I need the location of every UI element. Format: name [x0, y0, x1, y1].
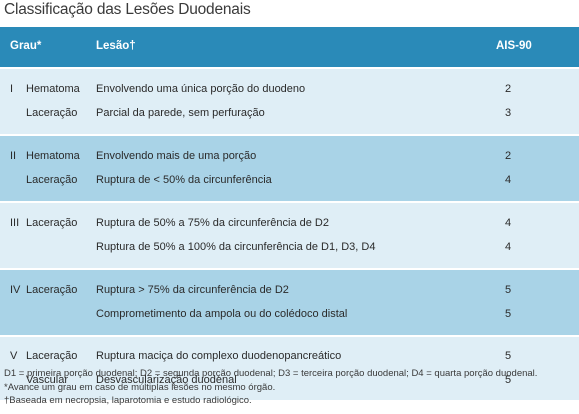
ais-score: 5: [505, 374, 512, 386]
injury-description: Ruptura de 50% a 75% da circunferência d…: [96, 217, 329, 229]
ais-score: 4: [505, 241, 512, 253]
footnote: †Baseada em necropsia, laparotomia e est…: [4, 395, 252, 406]
duodenal-injury-table: Grau* Lesão† AIS-90 I Hematoma Envolvendo …: [0, 27, 579, 400]
injury-type: Hematoma: [26, 83, 80, 95]
grade-number: IV: [10, 284, 21, 296]
grade-group: IV Laceração Ruptura > 75% da circunferênc…: [0, 270, 579, 335]
injury-description: Ruptura de < 50% da circunferência: [96, 174, 272, 186]
injury-description: Comprometimento da ampola ou do colédoco…: [96, 308, 348, 320]
ais-score: 5: [505, 350, 512, 362]
injury-type: Hematoma: [26, 150, 80, 162]
injury-description: Envolvendo mais de uma porção: [96, 150, 257, 162]
injury-description: Ruptura > 75% da circunferência de D2: [96, 284, 289, 296]
table-title: Classificação das Lesões Duodenais: [4, 1, 251, 18]
injury-type: Vascular: [26, 374, 68, 386]
grade-group: V Laceração Ruptura maciça do complexo duo…: [0, 337, 579, 400]
ais-score: 2: [505, 83, 512, 95]
table-row: Laceração Ruptura de < 50% da circunferên…: [0, 168, 579, 192]
ais-score: 2: [505, 150, 512, 162]
injury-description: Ruptura maciça do complexo duodenopancre…: [96, 350, 342, 362]
header-grau: Grau*: [10, 40, 42, 52]
ais-score: 3: [505, 107, 512, 119]
injury-type: Laceração: [26, 107, 78, 119]
grade-group: I Hematoma Envolvendo uma única porção do …: [0, 69, 579, 134]
table-row: I Hematoma Envolvendo uma única porção do …: [0, 77, 579, 101]
table-row: Comprometimento da ampola ou do colédoco…: [0, 302, 579, 326]
injury-description: Parcial da parede, sem perfuração: [96, 107, 265, 119]
grade-number: V: [10, 350, 18, 362]
header-ais: AIS-90: [496, 40, 532, 52]
table-row: Laceração Parcial da parede, sem perfuraç…: [0, 101, 579, 125]
grade-number: II: [10, 150, 17, 162]
footnote: *Avance um grau em caso de múltiplas les…: [4, 381, 276, 393]
footnote: D1 = primeira porção duodenal; D2 = segu…: [4, 368, 538, 379]
header-lesao: Lesão†: [96, 40, 136, 52]
footnotes: D1 = primeira porção duodenal; D2 = segu…: [4, 367, 537, 408]
grade-group: III Laceração Ruptura de 50% a 75% da circ…: [0, 203, 579, 268]
table-row: Ruptura de 50% a 100% da circunferência …: [0, 235, 579, 259]
injury-type: Laceração: [26, 174, 78, 186]
table-header: Grau* Lesão† AIS-90: [0, 27, 579, 67]
injury-type: Laceração: [26, 284, 78, 296]
ais-score: 5: [505, 308, 512, 320]
injury-description: Desvascularização duodenal: [96, 374, 237, 386]
injury-description: Envolvendo uma única porção do duodeno: [96, 83, 306, 95]
injury-type: Laceração: [26, 350, 78, 362]
injury-description: Ruptura de 50% a 100% da circunferência …: [96, 241, 376, 253]
ais-score: 5: [505, 284, 512, 296]
table-row: II Hematoma Envolvendo mais de uma porção 2: [0, 144, 579, 168]
ais-score: 4: [505, 174, 512, 186]
injury-type: Laceração: [26, 217, 78, 229]
table-row: III Laceração Ruptura de 50% a 75% da circ…: [0, 211, 579, 235]
table-row: V Laceração Ruptura maciça do complexo duo…: [0, 344, 579, 368]
ais-score: 4: [505, 217, 512, 229]
table-row: IV Laceração Ruptura > 75% da circunferênc…: [0, 278, 579, 302]
grade-number: III: [10, 217, 20, 229]
table-row: Vascular Desvascularização duodenal 5: [0, 368, 579, 392]
grade-number: I: [10, 83, 14, 95]
grade-group: II Hematoma Envolvendo mais de uma porção 2…: [0, 136, 579, 201]
